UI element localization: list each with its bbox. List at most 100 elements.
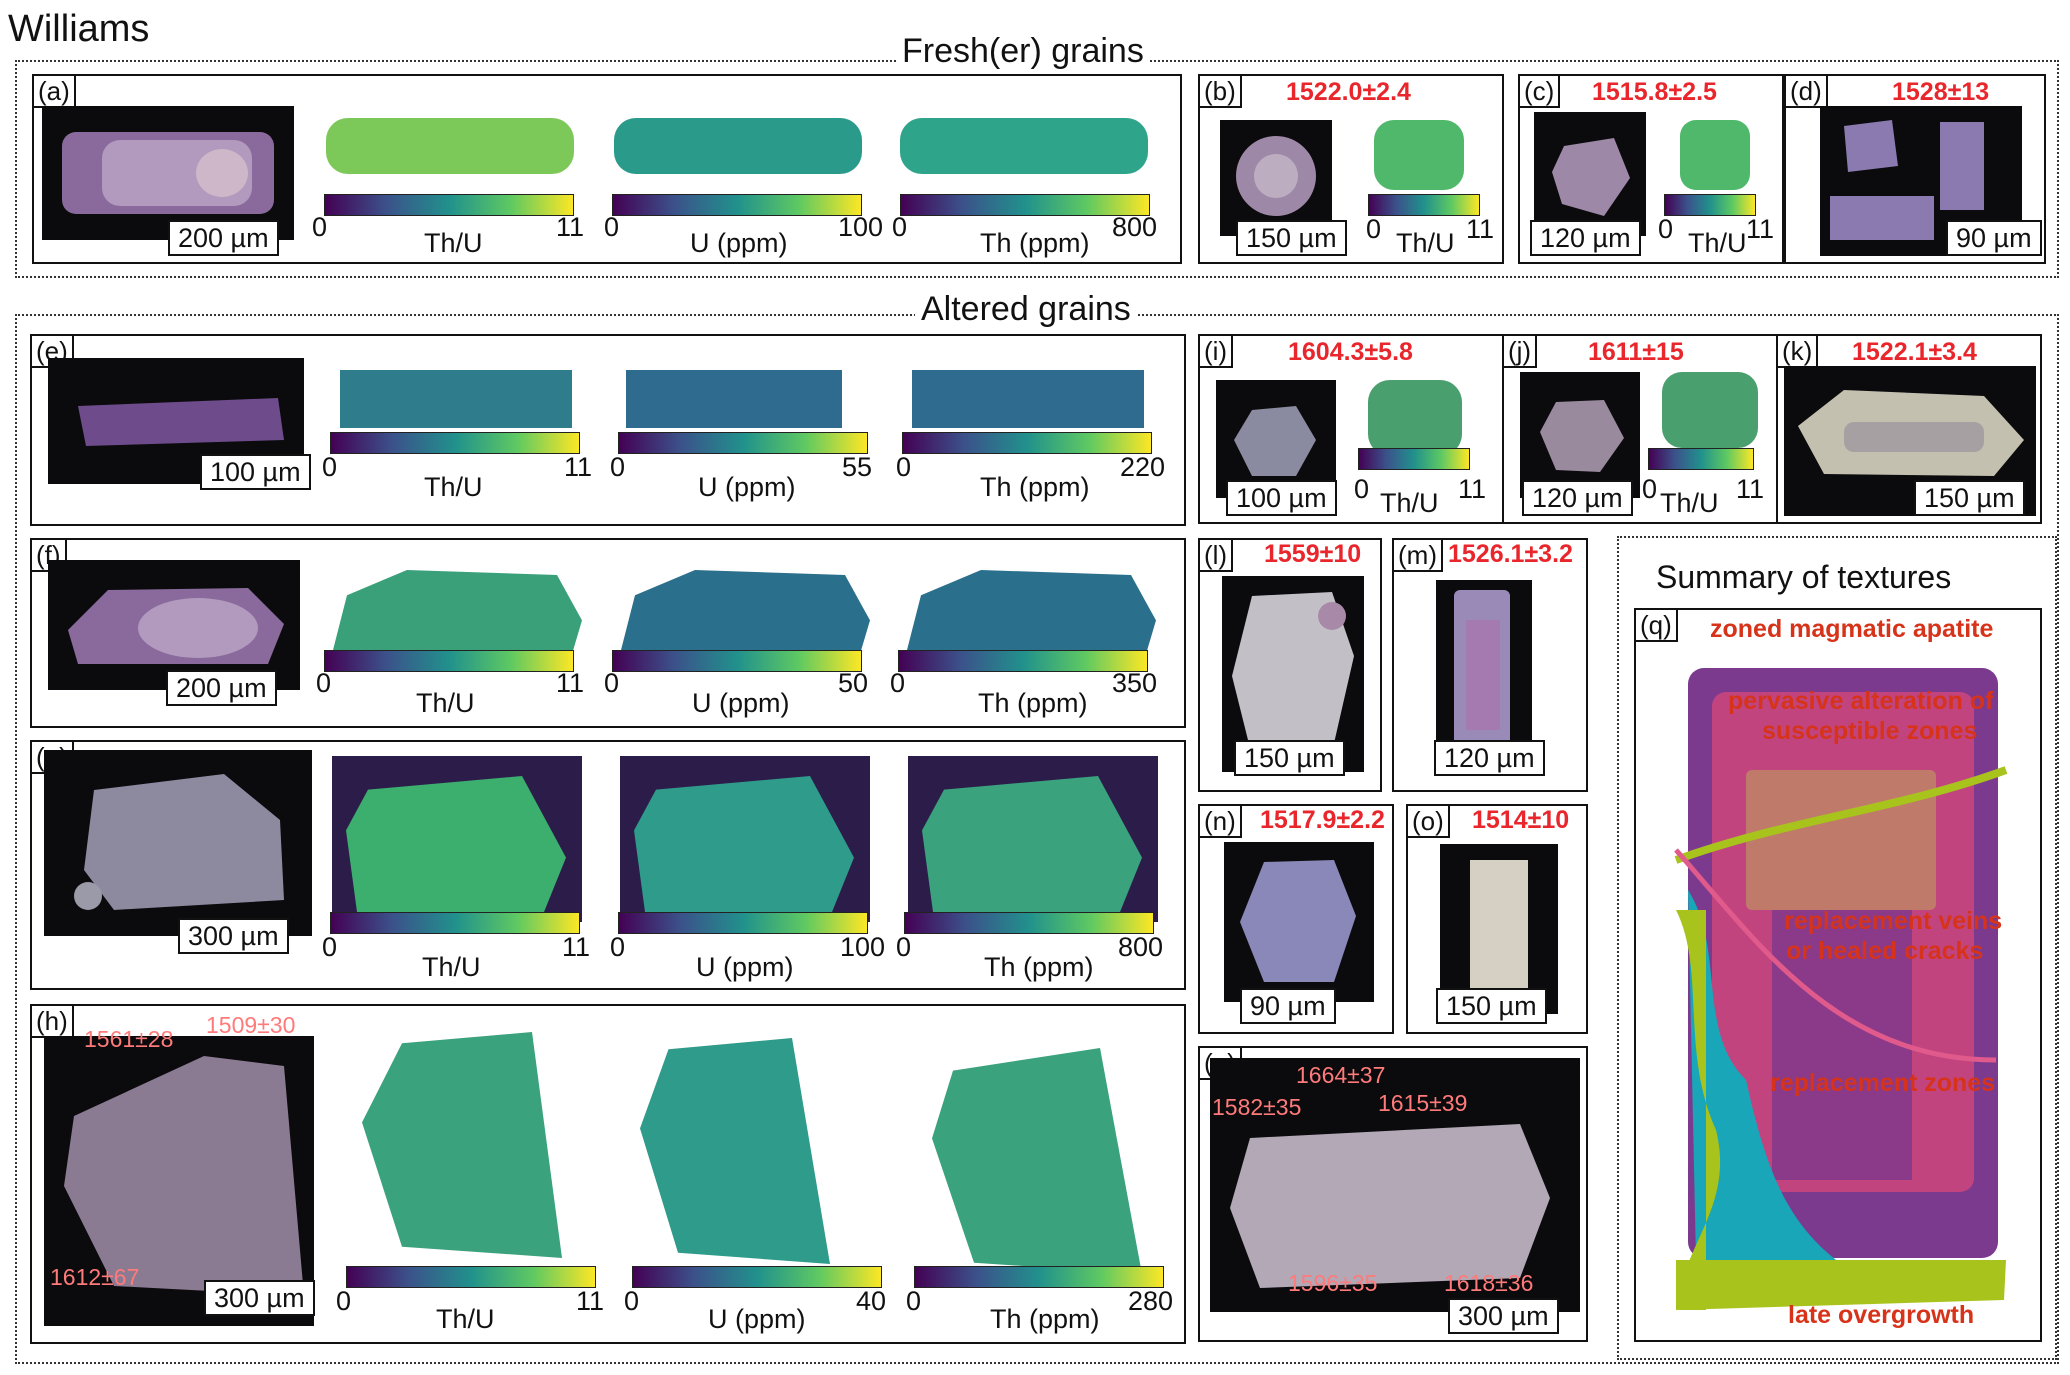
colorbar-th-u	[330, 432, 580, 454]
grain-image	[62, 132, 274, 214]
grain-photo	[1440, 844, 1558, 1014]
grain-photo	[42, 106, 294, 240]
scale-bar: 150 µm	[1914, 480, 2025, 516]
colorbar-min: 0	[1658, 214, 1674, 244]
grain-age: 1559±10	[1264, 540, 1362, 568]
panel-o: (o) 1514±10 150 µm	[1406, 804, 1588, 1034]
colorbar-th-u	[324, 650, 574, 672]
grain-photo	[44, 750, 312, 936]
grain-age: 1604.3±5.8	[1288, 338, 1413, 366]
grain-image	[1540, 400, 1624, 472]
th-u-map	[332, 756, 582, 922]
colorbar-name: Th/U	[1396, 228, 1455, 258]
colorbar-u	[632, 1266, 882, 1288]
summary-frame	[1617, 536, 2057, 1360]
grain-image	[1230, 1124, 1550, 1288]
colorbar-name: Th/U	[424, 228, 483, 258]
colorbar-min: 0	[316, 668, 332, 698]
colorbar-u	[618, 912, 868, 934]
panel-p: (p) 1664±37 1582±35 1615±39 1596±35 1618…	[1198, 1046, 1588, 1342]
scale-bar: 100 µm	[200, 454, 311, 490]
colorbar-max: 55	[842, 452, 873, 482]
grain-age: 1528±13	[1892, 78, 1990, 106]
colorbar-min: 0	[312, 212, 328, 242]
colorbar-max: 220	[1120, 452, 1166, 482]
colorbar-name: Th/U	[1380, 488, 1439, 518]
colorbar-max: 100	[840, 932, 886, 962]
spot-age: 1582±35	[1212, 1094, 1302, 1120]
colorbar-max: 11	[1458, 474, 1487, 504]
panel-l: (l) 1559±10 150 µm	[1198, 538, 1382, 792]
colorbar-max: 11	[576, 1286, 605, 1316]
panel-n: (n) 1517.9±2.2 90 µm	[1198, 804, 1394, 1034]
th-u-map	[1680, 120, 1750, 190]
colorbar-name: Th (ppm)	[984, 952, 1094, 982]
grain-image	[1232, 592, 1354, 756]
grain-photo	[1216, 380, 1336, 498]
panel-d: (d) 1528±13 90 µm	[1784, 74, 2046, 264]
colorbar-name: U (ppm)	[692, 688, 790, 718]
th-map	[932, 1048, 1142, 1274]
colorbar-min: 0	[610, 932, 626, 962]
inner-zone	[1746, 770, 1936, 910]
colorbar-max: 11	[562, 932, 591, 962]
grain-photo	[44, 1036, 314, 1326]
colorbar-th-u	[1358, 448, 1470, 470]
grain-image	[1552, 138, 1630, 216]
grain-age: 1522.1±3.4	[1852, 338, 1977, 366]
annotation-zoned: zoned magmatic apatite	[1710, 615, 1994, 643]
colorbar-min: 0	[896, 932, 912, 962]
scale-bar: 150 µm	[1234, 740, 1345, 776]
figure-title: Williams	[8, 8, 150, 50]
colorbar-name: Th (ppm)	[980, 472, 1090, 502]
colorbar-max: 800	[1118, 932, 1164, 962]
annotation-veins-1: replacement veins	[1784, 907, 2003, 935]
th-u-map	[326, 118, 574, 174]
grain-photo	[1534, 112, 1646, 236]
grain-age: 1611±15	[1588, 338, 1684, 366]
colorbar-min: 0	[1366, 214, 1382, 244]
grain-photo	[48, 358, 304, 484]
colorbar-th	[902, 432, 1152, 454]
spot-age: 1618±36	[1444, 1270, 1534, 1296]
colorbar-name: Th (ppm)	[990, 1304, 1100, 1334]
core-zone	[1772, 910, 1912, 1180]
grain-photo	[1224, 842, 1374, 1002]
th-u-map	[340, 370, 572, 428]
panel-label: (j)	[1502, 334, 1538, 368]
panel-label: (c)	[1518, 74, 1561, 108]
colorbar-min: 0	[1642, 474, 1658, 504]
grain-photo	[1520, 372, 1640, 498]
colorbar-min: 0	[610, 452, 626, 482]
grain-image	[1236, 136, 1316, 216]
colorbar-max: 100	[838, 212, 884, 242]
colorbar-min: 0	[892, 212, 908, 242]
panel-label: (o)	[1406, 804, 1450, 838]
scale-bar: 100 µm	[1226, 480, 1337, 516]
altered-grains-heading: Altered grains	[915, 290, 1137, 328]
panel-q: (q) zoned magmatic apatite pervasive alt…	[1634, 608, 2042, 1342]
colorbar-min: 0	[896, 452, 912, 482]
grain-image	[1240, 860, 1356, 982]
grain-image	[1470, 860, 1528, 1000]
grain-image	[64, 1056, 304, 1296]
panel-label: (i)	[1198, 334, 1234, 368]
colorbar-max: 11	[1736, 474, 1765, 504]
th-u-map	[1368, 380, 1462, 456]
panel-label: (h)	[30, 1004, 74, 1038]
th-u-map	[1374, 120, 1464, 190]
panel-a: (a) 200 µm 0 Th/U 11 0 U (ppm) 100 0 Th …	[32, 74, 1182, 264]
annotation-overgrowth: late overgrowth	[1788, 1301, 1975, 1329]
colorbar-th-u	[346, 1266, 596, 1288]
scale-bar: 90 µm	[1946, 220, 2042, 256]
colorbar-name: U (ppm)	[698, 472, 796, 502]
panel-label: (q)	[1634, 608, 1678, 642]
colorbar-th-u	[1664, 194, 1756, 216]
colorbar-th	[898, 650, 1148, 672]
panel-m: (m) 1526.1±3.2 120 µm	[1392, 538, 1588, 792]
th-map	[906, 570, 1156, 654]
colorbar-name: Th/U	[1660, 488, 1719, 518]
grain-age: 1522.0±2.4	[1286, 78, 1411, 106]
spot-age: 1596±35	[1288, 1270, 1378, 1296]
panel-label: (b)	[1198, 74, 1242, 108]
